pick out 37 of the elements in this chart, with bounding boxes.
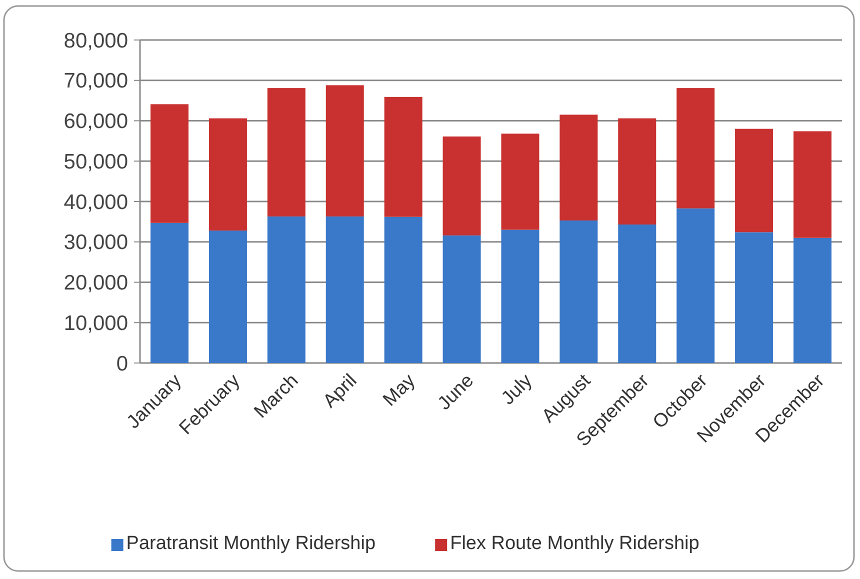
y-tick-label: 70,000 (64, 70, 128, 93)
y-tick-label: 40,000 (64, 190, 128, 214)
bar (150, 222, 189, 363)
y-tick-label: 60,000 (64, 110, 128, 134)
y-tick-label: 50,000 (64, 150, 128, 174)
bar (150, 104, 189, 223)
bar (618, 118, 656, 225)
bar (267, 88, 306, 216)
bar (442, 136, 481, 236)
bar (384, 96, 422, 217)
y-tick-label: 10,000 (64, 312, 128, 335)
bar (676, 88, 715, 208)
bar (326, 85, 364, 216)
bar (208, 118, 247, 231)
bar (618, 224, 656, 363)
legend-label: Paratransit Monthly Ridership (126, 533, 376, 554)
legend-label: Flex Route Monthly Ridership (450, 533, 700, 554)
bar (560, 114, 598, 220)
x-tick-label: May (379, 370, 420, 411)
bar (384, 216, 422, 363)
bar (501, 230, 540, 363)
y-tick-label: 80,000 (64, 29, 128, 52)
bar (501, 134, 540, 230)
y-tick-label: 20,000 (64, 272, 128, 295)
bar (735, 128, 774, 232)
bar (326, 216, 364, 363)
bar (208, 230, 247, 363)
bar (560, 220, 598, 363)
x-tick-label: July (498, 370, 537, 410)
y-tick-label: 0 (116, 352, 128, 376)
bar (735, 232, 774, 363)
bar (267, 216, 306, 363)
bar (676, 208, 715, 363)
bar (442, 235, 481, 363)
y-tick-label: 30,000 (64, 231, 128, 254)
bar (793, 238, 832, 363)
bar (793, 131, 832, 238)
